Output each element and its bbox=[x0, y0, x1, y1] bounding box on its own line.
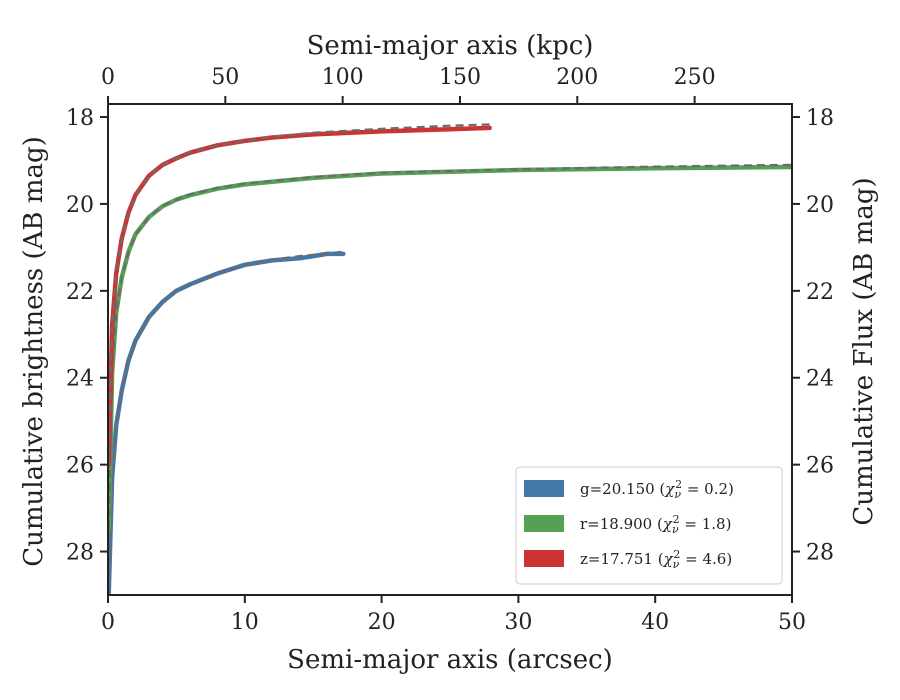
y-right-tick-label: 22 bbox=[806, 280, 834, 305]
legend-box bbox=[515, 466, 783, 585]
y-left-tick-label: 24 bbox=[66, 367, 94, 392]
legend-swatch-r bbox=[524, 515, 564, 532]
x-top-tick-label: 200 bbox=[556, 65, 598, 90]
x-bottom-tick-label: 30 bbox=[504, 610, 532, 635]
y-right-tick-label: 28 bbox=[806, 541, 834, 566]
legend-swatch-g bbox=[524, 480, 564, 497]
y-left-tick-label: 26 bbox=[66, 454, 94, 479]
x-bottom-tick-label: 0 bbox=[101, 610, 115, 635]
x-bottom-tick-label: 20 bbox=[368, 610, 396, 635]
x-top-tick-label: 150 bbox=[439, 65, 481, 90]
x-bottom-tick-label: 10 bbox=[231, 610, 259, 635]
x-axis-bottom-title: Semi-major axis (arcsec) bbox=[287, 645, 613, 675]
legend-label-g: g=20.150 (χν2 = 0.2) bbox=[580, 478, 734, 501]
x-bottom-tick-label: 40 bbox=[641, 610, 669, 635]
model-line-z bbox=[108, 123, 490, 465]
legend-swatch-z bbox=[524, 550, 564, 567]
model-line-g bbox=[108, 250, 344, 591]
legend: g=20.150 (χν2 = 0.2) r=18.900 (χν2 = 1.8)… bbox=[515, 466, 783, 585]
y-right-tick-label: 18 bbox=[806, 106, 834, 131]
y-axis-left-title: Cumulative brightness (AB mag) bbox=[19, 136, 49, 567]
x-axis-top-title: Semi-major axis (kpc) bbox=[307, 31, 594, 61]
legend-label-z: z=17.751 (χν2 = 4.6) bbox=[580, 548, 732, 571]
x-top-tick-label: 50 bbox=[211, 65, 239, 90]
x-top-tick-label: 250 bbox=[674, 65, 716, 90]
plot-frame bbox=[107, 103, 793, 596]
y-right-tick-label: 20 bbox=[806, 193, 834, 218]
y-right-tick-label: 24 bbox=[806, 367, 834, 392]
y-right-tick-label: 26 bbox=[806, 454, 834, 479]
y-left-tick-label: 20 bbox=[66, 193, 94, 218]
model-line-r bbox=[108, 163, 792, 530]
x-bottom-tick-label: 50 bbox=[778, 610, 806, 635]
y-axis-right-title: Cumulative Flux (AB mag) bbox=[849, 177, 879, 525]
x-top-tick-label: 100 bbox=[322, 65, 364, 90]
y-left-tick-label: 28 bbox=[66, 541, 94, 566]
x-top-tick-label: 0 bbox=[101, 65, 115, 90]
series-line-g bbox=[108, 251, 346, 595]
legend-label-r: r=18.900 (χν2 = 1.8) bbox=[580, 513, 731, 536]
ticks-layer: 0 10 20 30 40 50 0 50 100 150 200 250 18 20 22 24 26 28 18… bbox=[66, 65, 834, 635]
y-left-tick-label: 22 bbox=[66, 280, 94, 305]
y-left-tick-label: 18 bbox=[66, 106, 94, 131]
series-layer bbox=[108, 123, 792, 595]
